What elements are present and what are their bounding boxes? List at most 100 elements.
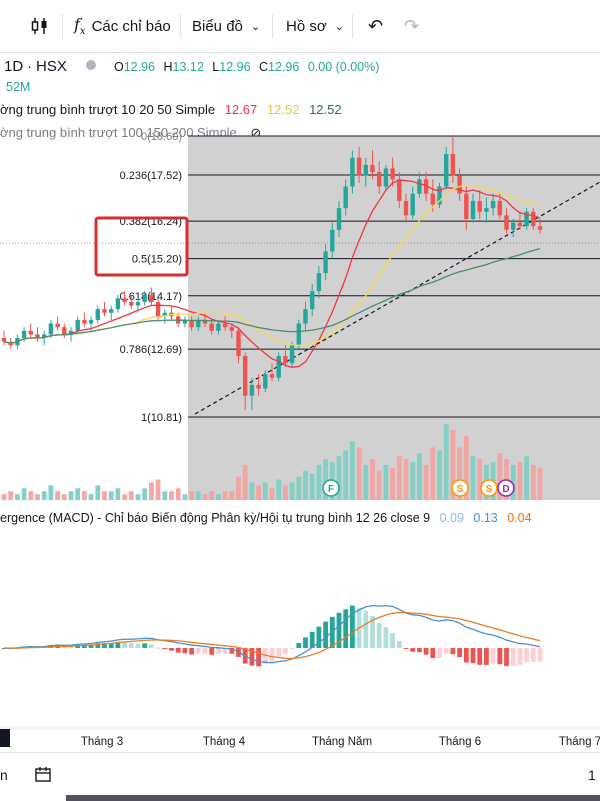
volume-bar xyxy=(336,456,342,500)
scrollbar[interactable] xyxy=(66,795,600,801)
volume-bar xyxy=(21,488,27,500)
volume-bar xyxy=(35,494,40,500)
candle-body xyxy=(122,298,127,302)
volume-bar xyxy=(370,459,375,500)
candle-body xyxy=(497,200,502,216)
macd-histogram-bar xyxy=(289,648,295,650)
candle-body xyxy=(437,186,442,205)
macd-histogram-bar xyxy=(470,648,476,664)
volume-bar xyxy=(108,491,114,500)
volume-bar xyxy=(356,447,362,500)
volume-bar xyxy=(497,453,503,500)
macd-histogram-bar xyxy=(363,610,369,648)
volume-bar xyxy=(376,470,382,500)
volume-bar xyxy=(363,464,369,500)
toolbar-divider xyxy=(272,14,273,38)
candles-button[interactable] xyxy=(30,12,50,40)
event-marker-label: D xyxy=(502,484,509,495)
volume-bar xyxy=(262,482,268,500)
volume-bar xyxy=(8,491,14,500)
timeframe-label-cut[interactable]: n xyxy=(0,767,8,783)
time-axis-label: Tháng 6 xyxy=(439,736,481,748)
ma50-line xyxy=(3,247,541,345)
volume-bar xyxy=(61,494,67,500)
indicators-button[interactable]: fx Các chỉ báo xyxy=(74,12,171,40)
candle-body xyxy=(397,179,402,201)
market-status-icon xyxy=(86,60,96,70)
volume-bar xyxy=(463,435,469,500)
volume-bar xyxy=(303,470,308,500)
candle-body xyxy=(336,208,342,230)
candle-body xyxy=(236,330,241,357)
candle-body xyxy=(162,312,167,317)
volume-bar xyxy=(450,429,456,500)
ma-legend-2-label: ờng trung bình trượt 100 150 200 Simple xyxy=(0,125,237,140)
axis-time-badge xyxy=(0,729,10,747)
volume-bar xyxy=(128,491,134,500)
macd-histogram-bar xyxy=(484,648,489,665)
candle-body xyxy=(75,319,80,331)
macd-histogram-bar xyxy=(229,648,235,654)
candle-body xyxy=(129,301,134,306)
macd-histogram-bar xyxy=(490,648,496,664)
volume-bar xyxy=(28,491,34,500)
dot-separator: · xyxy=(27,58,32,75)
volume-bar xyxy=(477,459,483,500)
candle-body xyxy=(343,186,348,209)
volume-bar xyxy=(135,494,141,500)
profile-button[interactable]: Hồ sơ ⌄ xyxy=(286,12,344,40)
macd-histogram-bar xyxy=(396,641,402,648)
macd-histogram-bar xyxy=(88,644,94,648)
volume-bar xyxy=(524,456,529,500)
volume-bar xyxy=(289,482,295,500)
volume-bar xyxy=(182,494,188,500)
price-chart[interactable]: 0(18.60)0.236(17.52)0.382(16.24)0.5(15.2… xyxy=(0,52,600,752)
calendar-icon[interactable] xyxy=(34,765,52,788)
candle-body xyxy=(95,309,100,320)
candle-body xyxy=(68,330,74,335)
volume-bar xyxy=(162,491,168,500)
timezone-label-cut[interactable]: 1 xyxy=(588,767,596,783)
volume-bar xyxy=(82,491,87,500)
fib-level-label: 1(10.81) xyxy=(141,412,182,424)
macd-histogram-bar xyxy=(249,648,255,666)
candle-body xyxy=(477,200,482,212)
interval-label[interactable]: 1D xyxy=(4,58,24,75)
undo-button[interactable]: ↶ xyxy=(368,12,383,40)
volume-bar xyxy=(216,494,221,500)
chevron-down-icon: ⌄ xyxy=(334,20,344,33)
volume-bar xyxy=(189,491,194,500)
candle-body xyxy=(263,374,268,389)
macd-histogram-bar xyxy=(477,648,483,665)
signal-line xyxy=(3,611,541,660)
toolbar-divider xyxy=(62,14,63,38)
candle-body xyxy=(189,319,194,328)
volume-bar xyxy=(256,485,261,500)
candle-body xyxy=(470,200,476,219)
chart-type-button[interactable]: Biểu đồ ⌄ xyxy=(192,12,260,40)
macd-histogram-bar xyxy=(142,643,148,648)
fib-level-label: 0.786(12.69) xyxy=(120,344,182,356)
high-value: 13.12 xyxy=(172,60,204,74)
volume-bar xyxy=(430,447,436,500)
macd-legend: ergence (MACD) - Chỉ báo Biến động Phân … xyxy=(0,511,532,525)
eye-off-icon[interactable]: ⊘ xyxy=(250,125,262,140)
volume-bar xyxy=(383,464,389,500)
redo-button[interactable]: ↷ xyxy=(404,12,419,40)
candle-body xyxy=(283,356,288,364)
macd-histogram-bar xyxy=(376,623,382,648)
macd-histogram-bar xyxy=(209,648,215,655)
candle-body xyxy=(182,319,188,324)
macd-histogram-bar xyxy=(169,648,174,651)
candle-body xyxy=(423,179,429,194)
candle-body xyxy=(444,154,449,187)
macd-histogram-bar xyxy=(350,605,355,648)
redo-icon: ↷ xyxy=(404,15,420,36)
toolbar-divider xyxy=(352,14,353,38)
fib-level-label: 0(18.60) xyxy=(141,131,182,143)
candle-body xyxy=(1,338,7,342)
time-axis: Tháng 3 Tháng 4 Tháng Năm Tháng 6 Tháng 7 xyxy=(0,727,600,748)
candle-body xyxy=(21,330,27,339)
candle-body xyxy=(403,200,409,216)
